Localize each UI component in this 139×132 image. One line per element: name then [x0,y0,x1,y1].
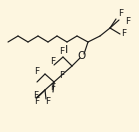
Text: F: F [34,96,40,105]
Text: F: F [50,82,56,91]
Text: I: I [65,45,69,55]
Text: F: F [59,70,64,79]
Text: F: F [34,67,40,76]
Text: F: F [121,29,127,39]
Text: F: F [125,18,131,27]
Text: F: F [45,96,51,105]
Text: O: O [78,51,86,61]
Text: F: F [33,91,39,100]
Text: F: F [50,56,56,65]
Text: F: F [118,10,124,18]
Text: F: F [59,48,64,56]
